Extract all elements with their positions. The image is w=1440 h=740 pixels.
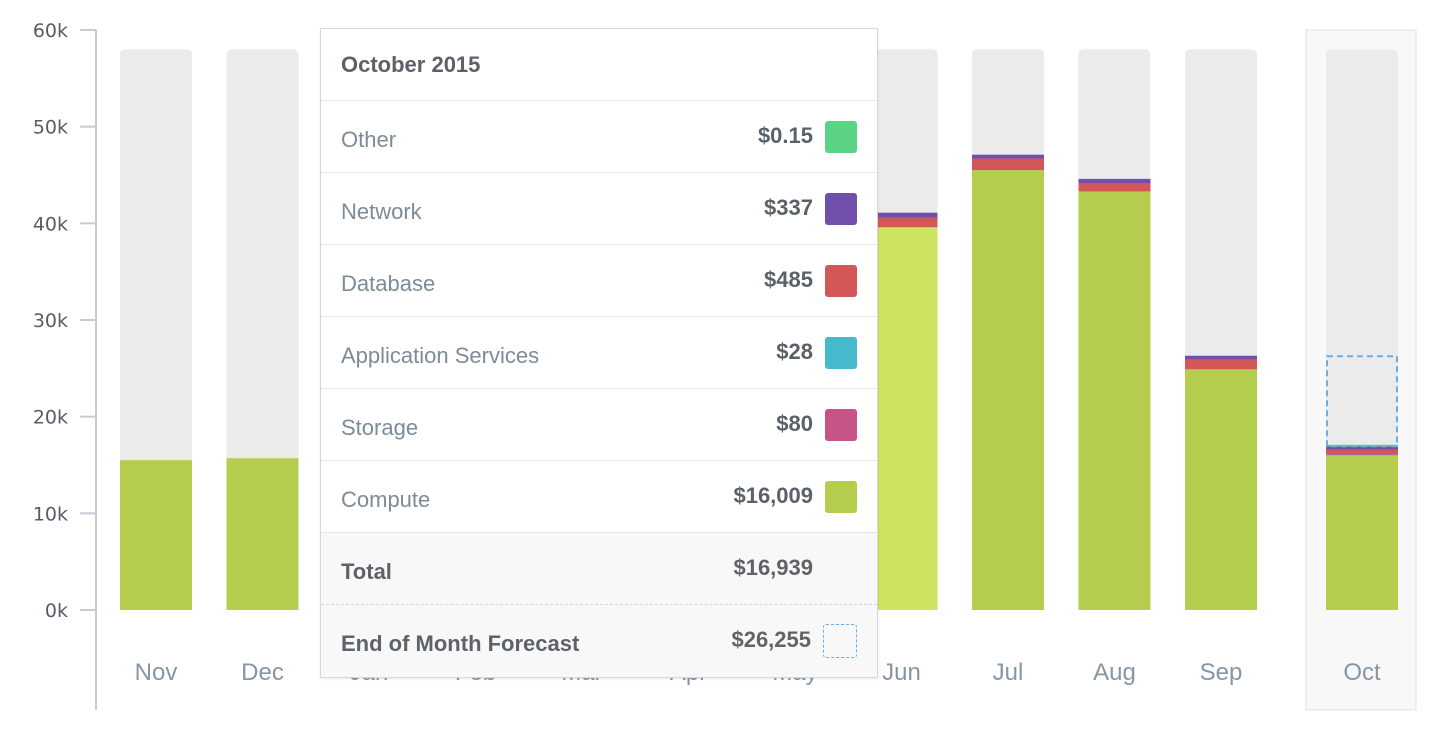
x-tick-label: Jun	[882, 659, 921, 686]
y-tick-label: 10k	[33, 503, 68, 525]
storage-color-swatch	[825, 408, 857, 441]
tooltip-total-label: Total	[341, 558, 392, 584]
bar-sep-compute[interactable]	[1185, 369, 1257, 610]
x-tick-label: Sep	[1200, 659, 1243, 686]
bar-aug-network[interactable]	[1078, 178, 1151, 184]
bar-oct-database[interactable]	[1326, 449, 1398, 455]
tooltip-row-label: Compute	[341, 486, 431, 512]
tooltip-forecast-value: $26,255	[731, 627, 811, 652]
bar-oct-network[interactable]	[1326, 446, 1398, 450]
bar-jul-network[interactable]	[972, 154, 1044, 159]
tooltip-row-other: Other $0.15	[321, 101, 877, 173]
forecast-dashed-swatch	[823, 624, 857, 658]
compute-color-swatch	[825, 480, 857, 513]
tooltip-forecast-row: End of Month Forecast $26,255	[321, 605, 877, 677]
tooltip-row-network: Network $337	[321, 173, 877, 245]
tooltip-total-value: $16,939	[733, 554, 813, 580]
tooltip-row-value: $80	[776, 410, 813, 436]
bar-aug-compute[interactable]	[1078, 191, 1151, 610]
tooltip-row-label: Database	[341, 270, 436, 296]
tooltip-row-value: $485	[764, 266, 813, 292]
bar-dec-compute[interactable]	[226, 458, 299, 610]
forecast-bar-oct	[1326, 355, 1398, 448]
bar-jun-network[interactable]	[865, 212, 938, 218]
bar-nov-compute[interactable]	[120, 460, 192, 610]
y-tick-label: 30k	[33, 310, 68, 332]
bar-jul-compute[interactable]	[972, 170, 1044, 610]
tooltip-row-value: $28	[776, 338, 813, 364]
tooltip-row-application-services: Application Services $28	[321, 317, 877, 389]
bar-oct-compute[interactable]	[1326, 455, 1398, 610]
tooltip-row-compute: Compute $16,009	[321, 461, 877, 533]
x-tick-label: Dec	[241, 659, 284, 686]
tooltip-row-storage: Storage $80	[321, 389, 877, 461]
bar-jun-database[interactable]	[865, 217, 938, 228]
x-tick-label: Oct	[1343, 659, 1381, 686]
database-color-swatch	[825, 264, 857, 297]
tooltip-row-label: Network	[341, 198, 422, 224]
y-tick-label: 60k	[33, 20, 68, 42]
tooltip-row-value: $16,009	[733, 482, 813, 508]
tooltip-row-database: Database $485	[321, 245, 877, 317]
bar-oct-storage[interactable]	[1326, 453, 1398, 456]
bar-aug-database[interactable]	[1078, 183, 1151, 192]
empty-swatch-spacer	[825, 553, 857, 585]
cost-tooltip: October 2015 Other $0.15 Network $337 Da…	[320, 28, 878, 678]
network-color-swatch	[825, 192, 857, 225]
x-tick-label: Aug	[1093, 659, 1136, 686]
bar-sep-network[interactable]	[1185, 355, 1257, 360]
y-axis: 0k 10k 20k 30k 40k 50k 60k	[33, 20, 96, 622]
y-tick-label: 50k	[33, 117, 68, 139]
application-services-color-swatch	[825, 336, 857, 369]
tooltip-forecast-label: End of Month Forecast	[341, 631, 580, 656]
tooltip-row-label: Other	[341, 126, 397, 152]
x-tick-label: Nov	[135, 659, 178, 686]
bar-sep-database[interactable]	[1185, 359, 1257, 370]
tooltip-title: October 2015	[321, 29, 877, 101]
y-tick-label: 20k	[33, 407, 68, 429]
tooltip-row-value: $0.15	[757, 122, 813, 148]
other-color-swatch	[825, 120, 857, 153]
bar-jul-database[interactable]	[972, 158, 1044, 171]
x-tick-label: Jul	[993, 659, 1024, 686]
tooltip-row-label: Storage	[341, 414, 419, 440]
y-tick-label: 40k	[33, 213, 68, 235]
tooltip-total-row: Total $16,939	[321, 533, 877, 605]
y-tick-label: 0k	[45, 600, 68, 622]
tooltip-row-label: Application Services	[341, 342, 540, 368]
tooltip-row-value: $337	[764, 194, 813, 220]
